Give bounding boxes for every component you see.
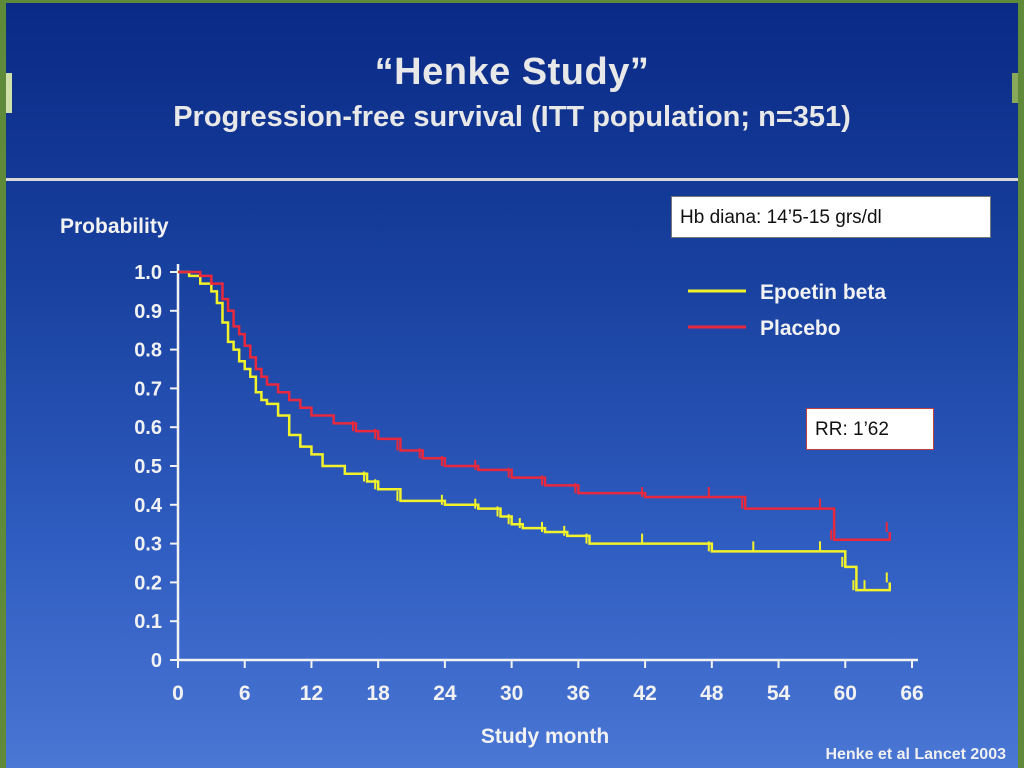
x-tick-label: 12 [300,682,323,705]
y-axis-label: Probability [60,215,169,238]
x-tick-label: 6 [239,682,251,705]
x-tick-label: 60 [834,682,857,705]
x-tick-label: 42 [633,682,656,705]
series-line-placebo [178,270,892,541]
x-tick-label: 30 [500,682,523,705]
legend-label: Placebo [760,317,841,340]
y-tick-label: 0.9 [134,301,162,323]
slide-subtitle: Progression-free survival (ITT populatio… [173,101,851,133]
hb-target-annotation: Hb diana: 14’5-15 grs/dl [671,196,991,238]
title-divider [6,178,1018,181]
x-tick-label: 54 [767,682,791,705]
x-axis-label: Study month [481,725,609,748]
y-tick-label: 0.5 [134,456,162,478]
slide-background: “Henke Study” Progression-free survival … [6,3,1018,768]
x-tick-label: 24 [433,682,457,705]
x-tick-label: 66 [900,682,923,705]
y-tick-label: 0.4 [134,495,163,517]
y-tick-label: 0.7 [134,378,162,400]
series-line-epoetin-beta [178,270,892,592]
y-tick-label: 0.1 [134,611,162,633]
x-tick-label: 18 [367,682,391,705]
y-tick-label: 1.0 [134,262,162,284]
citation: Henke et al Lancet 2003 [825,746,1006,763]
relative-risk-annotation: RR: 1’62 [806,408,934,450]
legend-label: Epoetin beta [760,281,886,304]
y-tick-label: 0 [151,650,162,672]
slide-corner-decoration [6,73,12,113]
x-tick-label: 48 [700,682,724,705]
slide-title: “Henke Study” [374,51,650,93]
y-tick-label: 0.6 [134,417,162,439]
y-tick-label: 0.2 [134,572,162,594]
y-tick-label: 0.8 [134,340,162,362]
y-tick-label: 0.3 [134,534,162,556]
x-tick-label: 0 [172,682,184,705]
slide-corner-decoration [1012,73,1018,103]
x-tick-label: 36 [567,682,590,705]
